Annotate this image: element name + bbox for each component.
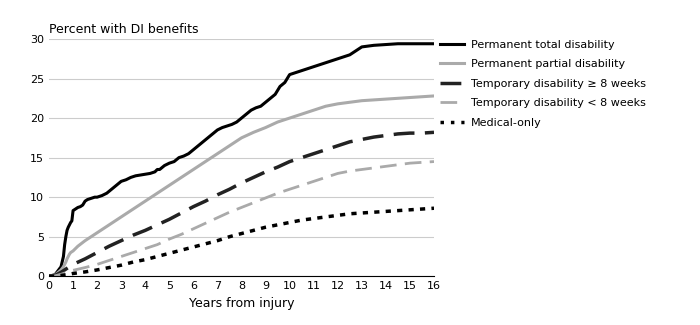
Text: Percent with DI benefits: Percent with DI benefits [49,23,199,36]
Legend: Permanent total disability, Permanent partial disability, Temporary disability ≥: Permanent total disability, Permanent pa… [440,40,645,128]
X-axis label: Years from injury: Years from injury [189,297,294,310]
